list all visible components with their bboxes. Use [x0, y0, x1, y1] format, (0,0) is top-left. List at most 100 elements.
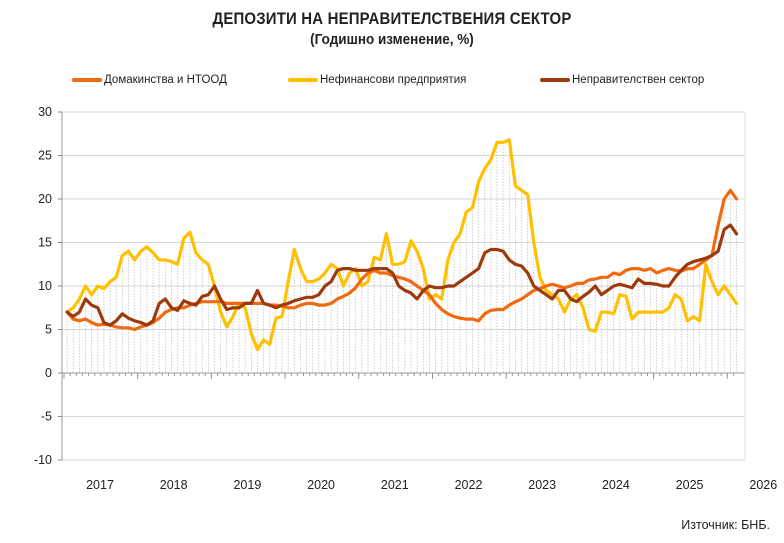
data-point: [576, 293, 578, 296]
data-point: [698, 320, 701, 322]
data-point: [133, 259, 136, 261]
data-point: [195, 252, 197, 254]
legend-swatch: [540, 78, 570, 82]
data-point: [275, 304, 277, 306]
data-point: [115, 276, 118, 279]
x-tick-label: 2024: [602, 478, 630, 492]
data-point: [182, 299, 185, 302]
data-point: [735, 233, 738, 235]
data-point: [84, 318, 87, 320]
data-point: [176, 263, 179, 266]
data-point: [502, 141, 504, 144]
data-point: [477, 320, 480, 322]
data-point: [655, 272, 658, 274]
data-point: [440, 308, 443, 311]
data-point: [668, 306, 670, 309]
legend-label: Домакинства и НТООД: [104, 74, 227, 86]
data-point: [655, 283, 658, 286]
data-point: [434, 286, 437, 289]
data-point: [625, 295, 627, 298]
data-point: [262, 302, 265, 305]
data-point: [674, 293, 676, 296]
x-tick-label: 2018: [160, 478, 188, 492]
data-point: [170, 306, 173, 309]
data-point: [305, 302, 308, 305]
data-point: [367, 272, 369, 274]
data-point: [465, 318, 468, 320]
data-point: [557, 285, 560, 287]
data-point: [311, 296, 314, 299]
data-point: [90, 293, 93, 296]
data-point: [250, 333, 253, 335]
data-point: [164, 298, 167, 300]
data-point: [735, 198, 738, 200]
data-point: [72, 306, 75, 309]
data-point: [477, 180, 480, 183]
data-point: [539, 289, 541, 292]
data-point: [103, 287, 105, 290]
data-point: [692, 267, 695, 270]
data-point: [434, 302, 437, 305]
data-point: [176, 309, 179, 312]
x-tick-label: 2026: [749, 478, 777, 492]
data-point: [336, 298, 339, 300]
data-point: [158, 302, 160, 305]
data-point: [195, 304, 197, 306]
data-point: [361, 285, 363, 287]
data-point: [563, 286, 566, 289]
data-point: [508, 139, 511, 141]
data-point: [717, 293, 719, 296]
data-point: [422, 289, 425, 292]
data-point: [96, 324, 99, 326]
data-point: [428, 298, 431, 300]
data-point: [588, 291, 590, 293]
data-point: [244, 302, 246, 305]
y-tick-label: 10: [38, 279, 52, 293]
data-point: [219, 311, 222, 313]
data-point: [238, 306, 240, 309]
x-tick-label: 2022: [455, 478, 483, 492]
data-point: [225, 302, 228, 305]
data-point: [631, 318, 633, 320]
data-point: [471, 272, 474, 274]
data-point: [729, 189, 732, 192]
legend-item-nonfinancial: Нефинансови предприятия: [288, 74, 466, 86]
data-point: [649, 311, 652, 313]
x-tick-label: 2020: [307, 478, 335, 492]
data-point: [133, 320, 136, 322]
data-point: [404, 278, 406, 280]
data-point: [637, 267, 640, 270]
data-point: [244, 306, 246, 309]
data-point: [281, 315, 283, 318]
data-point: [262, 339, 265, 341]
data-point: [299, 298, 302, 300]
data-point: [459, 280, 461, 283]
series-line-1: [65, 138, 739, 352]
data-point: [342, 267, 345, 270]
data-point: [606, 276, 609, 279]
data-point: [526, 193, 529, 196]
data-point: [256, 289, 259, 292]
data-point: [90, 321, 93, 324]
data-point: [275, 317, 277, 319]
data-point: [557, 298, 560, 300]
data-point: [416, 298, 418, 300]
y-tick-label: 30: [38, 105, 52, 119]
data-point: [717, 250, 719, 252]
data-point: [625, 269, 627, 272]
chart-title: ДЕПОЗИТИ НА НЕПРАВИТЕЛСТВЕНИЯ СЕКТОР: [212, 9, 572, 28]
data-point: [551, 293, 554, 296]
data-point: [354, 269, 357, 272]
data-point: [256, 302, 259, 305]
data-point: [201, 300, 203, 303]
y-tick-label: 5: [45, 323, 52, 337]
data-point: [232, 306, 234, 309]
data-point: [520, 265, 523, 267]
data-point: [404, 260, 406, 263]
y-tick-label: 20: [38, 192, 52, 206]
data-point: [582, 306, 584, 309]
data-point: [373, 267, 375, 270]
data-point: [72, 318, 75, 320]
data-point: [348, 272, 351, 274]
data-point: [502, 308, 504, 311]
